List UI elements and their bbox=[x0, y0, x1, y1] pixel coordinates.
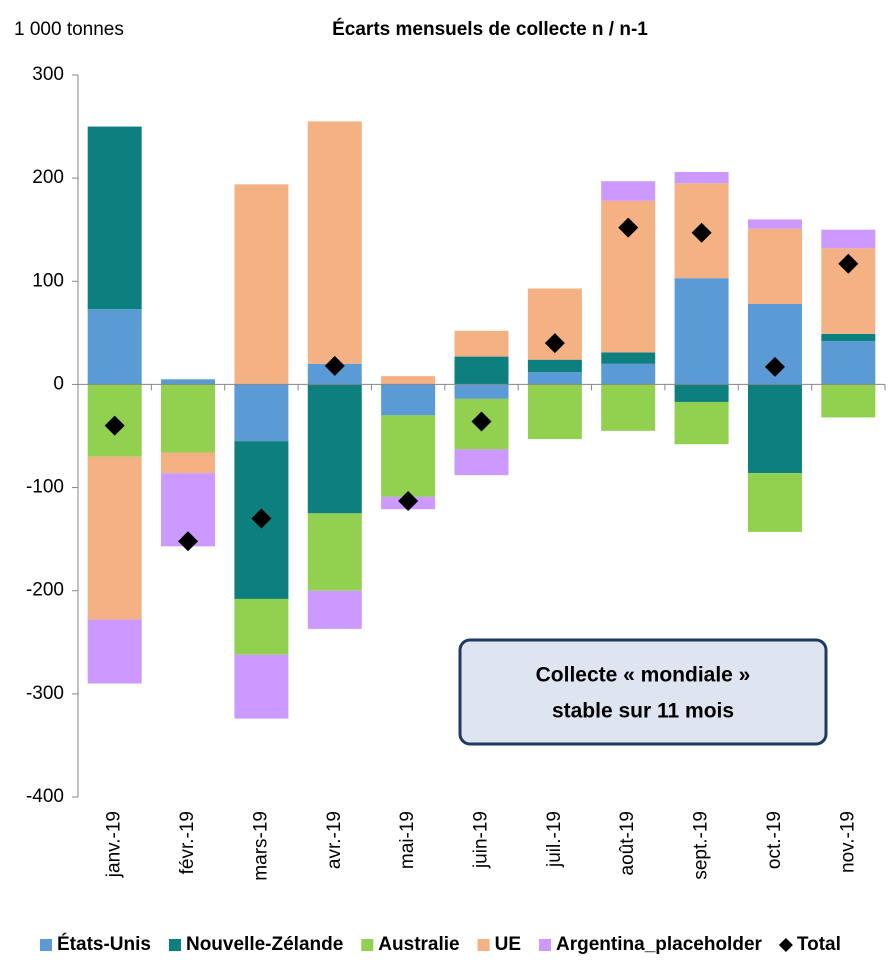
bar bbox=[234, 654, 289, 719]
legend-marker bbox=[778, 938, 793, 952]
bar bbox=[527, 359, 582, 373]
bar bbox=[87, 126, 142, 310]
legend-label: États-Unis bbox=[57, 933, 151, 955]
total-marker bbox=[251, 508, 272, 529]
bar bbox=[161, 452, 216, 474]
legend-label: Argentina_placeholder bbox=[556, 934, 762, 955]
legend-label: Total bbox=[797, 934, 841, 955]
bar bbox=[381, 376, 436, 385]
bar bbox=[747, 228, 802, 304]
bar bbox=[747, 384, 802, 474]
bar bbox=[747, 473, 802, 532]
bar bbox=[307, 590, 362, 629]
bar bbox=[454, 384, 509, 399]
bar bbox=[307, 513, 362, 591]
bar bbox=[601, 352, 656, 364]
x-tick-label: août-19 bbox=[617, 811, 638, 875]
bar bbox=[454, 449, 509, 476]
legend-label: Australie bbox=[378, 934, 459, 955]
total-marker bbox=[838, 253, 859, 274]
legend-marker bbox=[168, 939, 181, 951]
bar bbox=[747, 219, 802, 229]
x-tick-label: juil.-19 bbox=[544, 811, 565, 868]
bar bbox=[381, 384, 436, 416]
bar bbox=[527, 384, 582, 440]
x-tick-label: sept.-19 bbox=[691, 811, 712, 880]
chart-title: Écarts mensuels de collecte n / n-1 bbox=[332, 18, 648, 40]
total-marker bbox=[104, 415, 125, 436]
bar bbox=[821, 333, 876, 342]
bar bbox=[454, 330, 509, 357]
total-marker bbox=[178, 531, 199, 552]
bar bbox=[601, 363, 656, 385]
y-tick-label: -100 bbox=[26, 477, 64, 498]
bar bbox=[381, 415, 436, 497]
y-tick-label: -400 bbox=[26, 786, 64, 807]
total-marker bbox=[691, 222, 712, 243]
bar bbox=[527, 372, 582, 385]
total-marker bbox=[324, 355, 345, 376]
annotation: Collecte « mondiale » bbox=[536, 664, 751, 687]
annotation: stable sur 11 mois bbox=[552, 700, 734, 723]
legend-marker bbox=[477, 939, 490, 951]
bar bbox=[234, 384, 289, 442]
legend-marker bbox=[361, 939, 374, 951]
bar bbox=[87, 309, 142, 385]
bar bbox=[87, 456, 142, 620]
y-tick-label: 200 bbox=[32, 167, 64, 188]
bar bbox=[454, 356, 509, 385]
x-tick-label: nov.-19 bbox=[837, 811, 858, 873]
y-tick-label: -200 bbox=[26, 580, 64, 601]
bar bbox=[601, 181, 656, 201]
bar bbox=[87, 619, 142, 684]
x-tick-label: mai-19 bbox=[397, 811, 418, 869]
total-marker bbox=[764, 356, 785, 377]
legend-marker bbox=[40, 939, 52, 951]
bar bbox=[234, 184, 289, 385]
legend-label: UE bbox=[495, 934, 521, 955]
x-tick-label: févr.-19 bbox=[177, 811, 198, 874]
total-marker bbox=[544, 333, 565, 354]
bar bbox=[821, 384, 876, 418]
bar bbox=[307, 384, 362, 514]
y-axis-unit: 1 000 tonnes bbox=[14, 19, 124, 40]
annotation-box bbox=[458, 638, 828, 746]
bar bbox=[821, 341, 876, 385]
total-marker bbox=[618, 217, 639, 238]
x-tick-label: janv.-19 bbox=[104, 811, 125, 878]
bar bbox=[674, 384, 729, 402]
y-tick-label: -300 bbox=[26, 683, 64, 704]
x-tick-label: mars-19 bbox=[250, 811, 271, 881]
bar bbox=[821, 229, 876, 249]
bar bbox=[674, 401, 729, 445]
bar bbox=[601, 384, 656, 431]
bar bbox=[161, 384, 216, 453]
y-tick-label: 100 bbox=[32, 270, 64, 291]
x-tick-label: avr.-19 bbox=[324, 811, 345, 869]
y-tick-label: 0 bbox=[53, 373, 64, 394]
bar bbox=[674, 278, 729, 385]
bar bbox=[674, 171, 729, 184]
legend-marker bbox=[539, 939, 552, 951]
total-marker bbox=[398, 490, 419, 511]
x-tick-label: oct.-19 bbox=[764, 811, 785, 869]
y-tick-label: 300 bbox=[32, 64, 64, 85]
x-tick-label: juin-19 bbox=[471, 811, 492, 869]
bar bbox=[161, 379, 216, 385]
bar bbox=[234, 598, 289, 655]
total-marker bbox=[471, 411, 492, 432]
legend-label: Nouvelle-Zélande bbox=[186, 934, 343, 955]
bar bbox=[307, 121, 362, 364]
